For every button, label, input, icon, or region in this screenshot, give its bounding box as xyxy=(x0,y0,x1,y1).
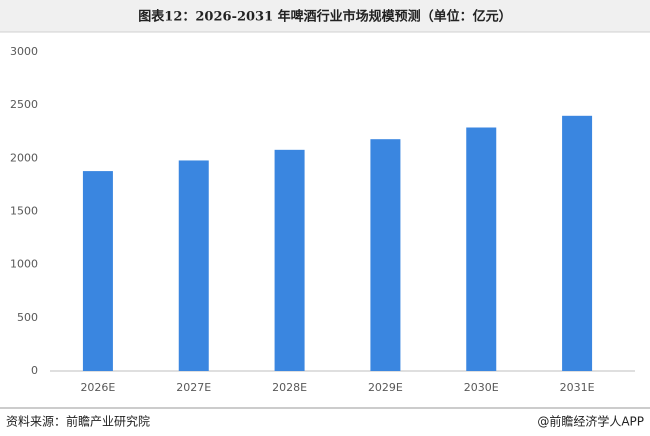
credit: @前瞻经济学人APP xyxy=(537,414,644,429)
bar xyxy=(370,139,401,371)
y-tick-label: 2500 xyxy=(10,98,38,111)
y-tick-label: 0 xyxy=(31,364,38,377)
bar xyxy=(274,149,305,371)
bar xyxy=(82,171,113,371)
x-tick-label: 2028E xyxy=(272,381,307,394)
bar xyxy=(466,127,497,371)
y-tick-label: 3000 xyxy=(10,45,38,58)
y-tick-label: 2000 xyxy=(10,151,38,164)
bar xyxy=(562,115,593,371)
y-tick-label: 1000 xyxy=(10,258,38,271)
chart-title: 图表12：2026-2031 年啤酒行业市场规模预测（单位：亿元） xyxy=(138,9,511,25)
bar xyxy=(178,160,209,371)
y-tick-label: 500 xyxy=(17,311,38,324)
title-band xyxy=(0,0,650,32)
x-tick-label: 2027E xyxy=(176,381,211,394)
x-tick-label: 2029E xyxy=(368,381,403,394)
x-tick-label: 2031E xyxy=(560,381,595,394)
x-tick-label: 2030E xyxy=(464,381,499,394)
source: 资料来源：前瞻产业研究院 xyxy=(6,414,150,429)
y-tick-label: 1500 xyxy=(10,205,38,218)
x-tick-label: 2026E xyxy=(80,381,115,394)
